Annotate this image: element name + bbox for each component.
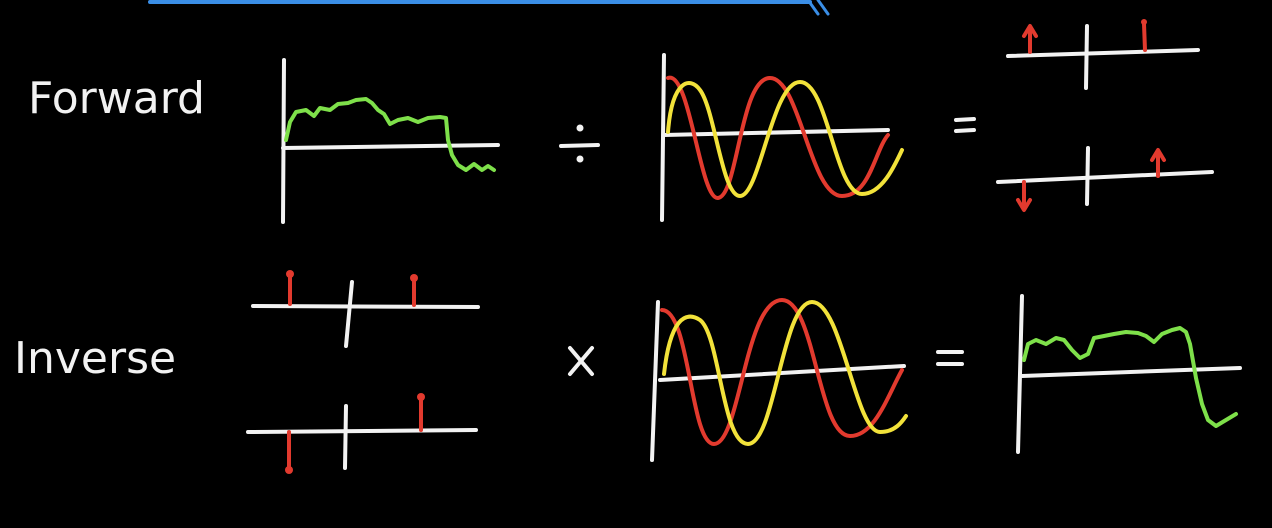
forward-result-spectrum-bottom xyxy=(996,146,1214,212)
forward-label: Forward xyxy=(28,73,205,124)
spectrum-arrowhead xyxy=(1016,198,1032,212)
forward-input-y-axis xyxy=(281,58,286,224)
forward-waves-x-axis xyxy=(662,128,890,137)
inverse-equals-operator xyxy=(936,350,964,366)
inverse-output-y-axis xyxy=(1016,294,1024,454)
inverse-red-wave xyxy=(660,298,904,446)
multiply-operator xyxy=(568,346,594,376)
forward-input-x-axis xyxy=(281,143,500,150)
inverse-basis-waves-plot xyxy=(650,298,908,462)
inverse-input-spectrum-bottom xyxy=(246,393,478,474)
forward-red-wave xyxy=(666,75,890,200)
top-edge-accent xyxy=(148,0,830,16)
inverse-waves-x-axis xyxy=(658,364,906,382)
forward-input-signal-plot xyxy=(281,58,500,224)
inverse-label: Inverse xyxy=(14,333,176,384)
forward-input-green-signal xyxy=(284,97,496,172)
forward-waves-y-axis xyxy=(660,53,666,222)
forward-yellow-wave xyxy=(666,80,904,198)
forward-basis-waves-plot xyxy=(660,53,904,222)
inverse-output-x-axis xyxy=(1020,366,1242,378)
spectrum-arrowhead xyxy=(1150,148,1166,162)
inverse-input-spectrum-top xyxy=(251,270,480,348)
inverse-output-green-signal xyxy=(1022,326,1238,428)
inverse-waves-y-axis xyxy=(650,300,660,462)
inverse-yellow-wave xyxy=(662,300,908,446)
inverse-output-signal-plot xyxy=(1016,294,1242,454)
spectrum-arrowhead xyxy=(1022,24,1038,38)
divide-operator xyxy=(559,124,600,163)
forward-equals-operator xyxy=(954,117,976,133)
spectrum-impulse-up xyxy=(1142,22,1147,52)
forward-result-spectrum-top xyxy=(1006,19,1200,90)
